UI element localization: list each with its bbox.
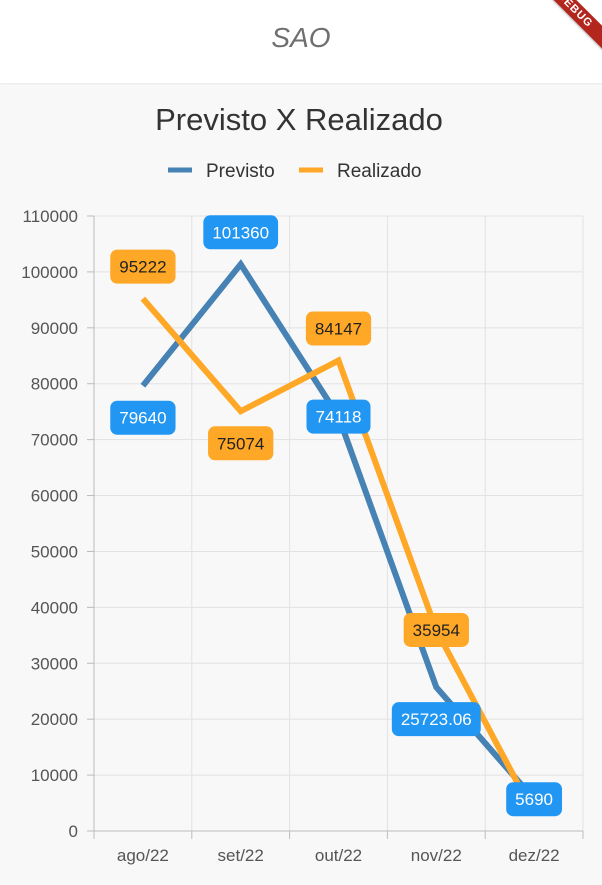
data-label-realizado: 95222 (110, 250, 175, 284)
data-label-value: 74118 (315, 408, 361, 427)
data-label-value: 35954 (413, 621, 460, 640)
data-label-previsto: 101360 (203, 215, 278, 249)
debug-label: DEBUG (542, 0, 602, 55)
chart-grid (94, 216, 583, 831)
x-tick-label: out/22 (315, 846, 362, 865)
y-tick-label: 60000 (31, 487, 78, 506)
series-line-realizado (143, 299, 534, 815)
app-title: SAO (0, 22, 602, 54)
app-bar: SAO DEBUG (0, 0, 602, 83)
data-label-realizado: 35954 (404, 613, 469, 647)
y-tick-label: 50000 (31, 542, 78, 561)
chart-axes: 0 10000 20000 30000 40000 50000 60000 70000 8000… (21, 207, 583, 865)
y-tick-label: 100000 (21, 263, 78, 282)
x-tick-label: ago/22 (117, 846, 169, 865)
y-tick-label: 40000 (31, 598, 78, 617)
chart-data-labels: 79640 101360 74118 25723.06 5690 95222 75074 84… (110, 215, 562, 816)
y-tick-label: 80000 (31, 375, 78, 394)
data-label-value: 25723.06 (401, 710, 472, 729)
data-label-realizado: 84147 (306, 312, 371, 346)
y-tick-label: 90000 (31, 319, 78, 338)
data-label-previsto: 74118 (306, 400, 370, 434)
data-label-value: 5690 (515, 790, 553, 809)
y-tick-label: 10000 (31, 766, 78, 785)
data-label-value: 75074 (217, 434, 264, 453)
y-tick-label: 70000 (31, 431, 78, 450)
y-tick-label: 0 (69, 822, 78, 841)
legend-label-previsto: Previsto (206, 161, 275, 182)
line-chart: Previsto X Realizado Previsto Realizado 0… (0, 83, 602, 885)
y-tick-label: 20000 (31, 710, 78, 729)
y-tick-label: 110000 (23, 207, 78, 226)
debug-banner: DEBUG (542, 0, 602, 60)
data-label-previsto: 79640 (110, 401, 175, 435)
x-tick-label: nov/22 (411, 846, 462, 865)
x-tick-label: dez/22 (509, 846, 560, 865)
data-label-realizado: 75074 (208, 426, 273, 460)
data-label-value: 95222 (119, 258, 166, 277)
data-label-previsto: 25723.06 (392, 702, 481, 736)
chart-title: Previsto X Realizado (155, 102, 443, 137)
data-label-previsto: 5690 (506, 782, 562, 816)
legend-label-realizado: Realizado (337, 161, 422, 182)
data-label-value: 84147 (315, 320, 362, 339)
legend: Previsto Realizado (168, 161, 422, 182)
y-tick-label: 30000 (31, 654, 78, 673)
data-label-value: 79640 (119, 409, 166, 428)
data-label-value: 101360 (212, 223, 269, 242)
x-tick-label: set/22 (218, 846, 264, 865)
